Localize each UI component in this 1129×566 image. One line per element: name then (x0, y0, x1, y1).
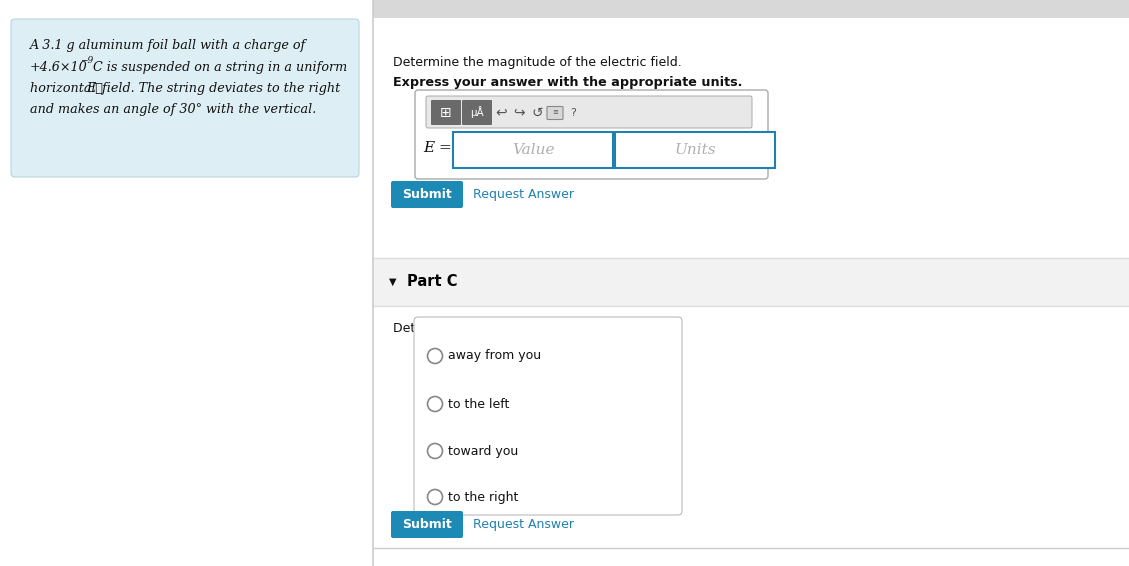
FancyBboxPatch shape (415, 90, 768, 179)
Text: toward you: toward you (448, 444, 518, 457)
FancyBboxPatch shape (414, 317, 682, 515)
Text: away from you: away from you (448, 349, 541, 362)
Text: ▼: ▼ (390, 277, 396, 287)
Text: Determine the direction of the electric field.: Determine the direction of the electric … (393, 322, 669, 335)
Text: and makes an angle of 30° with the vertical.: and makes an angle of 30° with the verti… (30, 103, 316, 116)
Text: C is suspended on a string in a uniform: C is suspended on a string in a uniform (89, 61, 348, 74)
FancyBboxPatch shape (373, 258, 1129, 306)
Text: field. The string deviates to the right: field. The string deviates to the right (98, 82, 340, 95)
Text: Submit: Submit (402, 518, 452, 531)
Text: Express your answer with the appropriate units.: Express your answer with the appropriate… (393, 76, 743, 89)
FancyBboxPatch shape (11, 19, 359, 177)
FancyBboxPatch shape (615, 132, 774, 168)
Text: ⊞: ⊞ (440, 105, 452, 119)
Text: μÅ: μÅ (470, 106, 484, 118)
Text: ?: ? (570, 108, 576, 118)
Text: Request Answer: Request Answer (473, 518, 574, 531)
Text: −9: −9 (80, 56, 94, 65)
Text: Value: Value (511, 143, 554, 157)
Circle shape (428, 490, 443, 504)
FancyBboxPatch shape (462, 100, 492, 125)
FancyBboxPatch shape (546, 106, 563, 119)
Text: to the left: to the left (448, 397, 509, 410)
FancyBboxPatch shape (426, 96, 752, 128)
Text: ↩: ↩ (496, 105, 507, 119)
Text: A 3.1 g aluminum foil ball with a charge of: A 3.1 g aluminum foil ball with a charge… (30, 39, 306, 52)
FancyBboxPatch shape (431, 100, 461, 125)
FancyBboxPatch shape (373, 0, 1129, 18)
Circle shape (428, 444, 443, 458)
Text: ≡: ≡ (552, 109, 558, 115)
FancyBboxPatch shape (391, 181, 463, 208)
Circle shape (428, 397, 443, 411)
Text: horizontal: horizontal (30, 82, 99, 95)
Text: E =: E = (423, 141, 452, 155)
Text: to the right: to the right (448, 491, 518, 504)
Text: Part C: Part C (406, 275, 457, 289)
Text: Determine the magnitude of the electric field.: Determine the magnitude of the electric … (393, 56, 682, 69)
FancyBboxPatch shape (453, 132, 613, 168)
Text: +4.6×10: +4.6×10 (30, 61, 88, 74)
FancyBboxPatch shape (391, 511, 463, 538)
Circle shape (428, 349, 443, 363)
Text: Request Answer: Request Answer (473, 188, 574, 201)
Text: E⃗: E⃗ (86, 82, 103, 95)
Text: ↺: ↺ (531, 105, 543, 119)
Text: ↪: ↪ (514, 105, 525, 119)
Text: Submit: Submit (402, 188, 452, 201)
Text: Units: Units (674, 143, 716, 157)
